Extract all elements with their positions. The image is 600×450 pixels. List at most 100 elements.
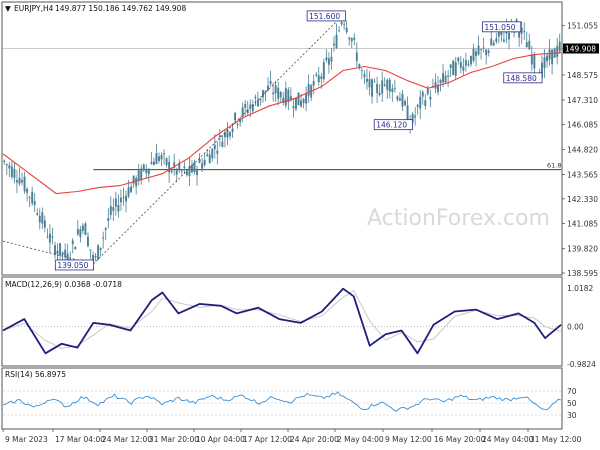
candle-body — [530, 54, 533, 65]
rsi-tick-label: 70 — [567, 387, 577, 396]
candle-body — [345, 27, 348, 33]
candle-body — [482, 47, 485, 49]
candle-body — [256, 100, 259, 107]
time-tick-label: 10 Apr 04:00 — [196, 435, 245, 444]
time-tick-label: 2 May 04:00 — [337, 435, 384, 444]
candle-body — [480, 49, 483, 50]
annotation-box — [482, 21, 522, 33]
candle-body — [277, 87, 280, 99]
candle-body — [23, 176, 26, 192]
candle-body — [142, 164, 145, 171]
candle-body — [259, 98, 262, 101]
candle-body — [495, 38, 498, 42]
candle-body — [43, 220, 46, 228]
time-tick-label: 16 May 20:00 — [434, 435, 486, 444]
candle-body — [198, 159, 201, 163]
candle-body — [289, 96, 292, 101]
candle-body — [449, 64, 452, 68]
candle-body — [388, 79, 391, 92]
candle-body — [475, 51, 477, 56]
rsi-panel[interactable] — [1, 367, 563, 430]
candle-body — [439, 79, 442, 83]
candle-body — [464, 60, 467, 66]
candle-body — [223, 132, 226, 138]
candle-body — [523, 31, 526, 32]
candle-body — [94, 255, 97, 258]
candle-body — [231, 128, 234, 133]
candle-body — [272, 92, 275, 95]
candle-body — [500, 30, 503, 36]
price-tick-label: 143.565 — [567, 170, 598, 179]
candle-body — [122, 196, 125, 198]
macd-tick-label: 0.00 — [567, 323, 584, 332]
candle-body — [533, 54, 536, 69]
candle-body — [117, 204, 120, 212]
annotation-box — [373, 119, 413, 131]
symbol-label: EURJPY,H4 — [14, 4, 54, 13]
candle-body — [391, 88, 394, 92]
candle-body — [188, 166, 191, 176]
candle-body — [358, 64, 361, 69]
candle-body — [462, 66, 465, 71]
candle-body — [373, 81, 376, 83]
candle-body — [59, 243, 62, 256]
price-axis: 151.055 149.908 148.575 147.310 146.085 144.8… — [562, 22, 598, 278]
candle-body — [350, 38, 353, 42]
candle-body — [546, 55, 549, 62]
candle-body — [114, 198, 117, 207]
candle-body — [434, 82, 437, 89]
candle-body — [33, 201, 36, 205]
candle-body — [158, 156, 160, 161]
symbol-dropdown-icon[interactable]: ▼ — [5, 4, 11, 13]
candle-body — [125, 195, 127, 202]
candle-body — [54, 245, 56, 255]
candle-body — [249, 104, 252, 108]
moving-average-line — [2, 52, 562, 195]
candle-body — [401, 93, 404, 107]
price-tick-label: 141.085 — [567, 220, 598, 229]
candle-body — [13, 168, 16, 179]
candle-body — [89, 249, 92, 251]
candle-body — [170, 170, 173, 173]
candle-body — [520, 27, 523, 34]
candle-body — [163, 153, 166, 155]
candle-body — [502, 39, 505, 42]
candle-body — [107, 218, 110, 221]
macd-panel[interactable] — [1, 276, 563, 367]
candle-body — [543, 57, 546, 69]
candle-body — [426, 88, 429, 95]
candle-body — [447, 75, 450, 77]
candle-body — [92, 255, 95, 261]
candle-body — [381, 80, 384, 94]
candle-body — [152, 161, 155, 165]
candle-body — [38, 215, 41, 223]
candle-body — [239, 118, 242, 123]
candle-body — [262, 90, 264, 98]
candle-body — [175, 168, 178, 175]
rsi-tick-label: 30 — [567, 411, 577, 420]
price-tick-label: 139.820 — [567, 245, 598, 254]
candle-body — [130, 186, 133, 193]
candle-body — [528, 40, 531, 50]
annotation-high2: 151.050 — [482, 21, 522, 33]
price-panel[interactable] — [1, 1, 563, 276]
candle-body — [132, 175, 135, 184]
candle-body — [15, 180, 18, 183]
candle-body — [140, 168, 143, 181]
candle-body — [424, 100, 427, 107]
macd-signal-line — [2, 289, 562, 350]
macd-series — [2, 287, 562, 355]
candle-body — [56, 250, 59, 254]
candle-body — [246, 109, 249, 114]
candle-body — [414, 115, 417, 118]
candle-body — [51, 236, 54, 238]
candle-body — [79, 229, 82, 238]
candle-body — [180, 170, 183, 172]
candle-body — [363, 74, 366, 77]
candle-body — [46, 236, 49, 238]
candle-body — [454, 62, 457, 76]
candle-body — [302, 98, 305, 103]
candle-body — [97, 245, 100, 260]
time-tick-label: 31 Mar 20:00 — [149, 435, 199, 444]
